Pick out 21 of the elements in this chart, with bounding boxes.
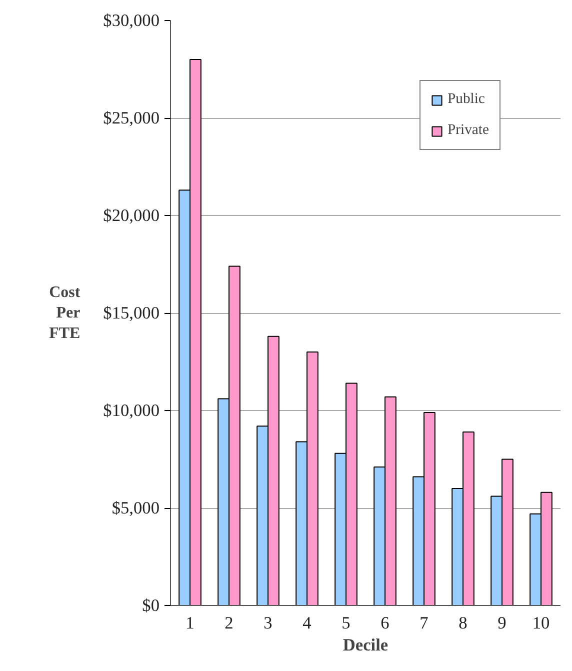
y-tick-label: $5,000 [112, 498, 160, 518]
legend-label: Private [447, 122, 489, 139]
y-tick-label: $20,000 [103, 206, 160, 225]
x-tick-label: 8 [458, 614, 468, 632]
x-tick-label: 1 [186, 614, 194, 632]
y-axis-title: Cost Per FTE [49, 284, 81, 342]
x-tick-label: 7 [420, 614, 429, 632]
x-tick-label: 9 [498, 614, 506, 632]
x-tick-label: 6 [380, 614, 390, 632]
x-tick-label: 10 [532, 614, 550, 632]
y-tick-label: $0 [142, 596, 160, 615]
x-tick-label: 3 [264, 614, 272, 632]
y-tick-label: $10,000 [103, 401, 160, 420]
legend-label: Public [447, 91, 485, 108]
y-tick-label: $30,000 [103, 11, 160, 30]
x-tick-label: 2 [224, 614, 234, 632]
x-tick-label: 5 [342, 614, 350, 632]
y-tick-label: $15,000 [103, 304, 160, 322]
y-tick-label: $25,000 [103, 108, 160, 128]
x-axis-title: Decile [342, 636, 388, 654]
x-tick-label: 4 [302, 614, 312, 632]
